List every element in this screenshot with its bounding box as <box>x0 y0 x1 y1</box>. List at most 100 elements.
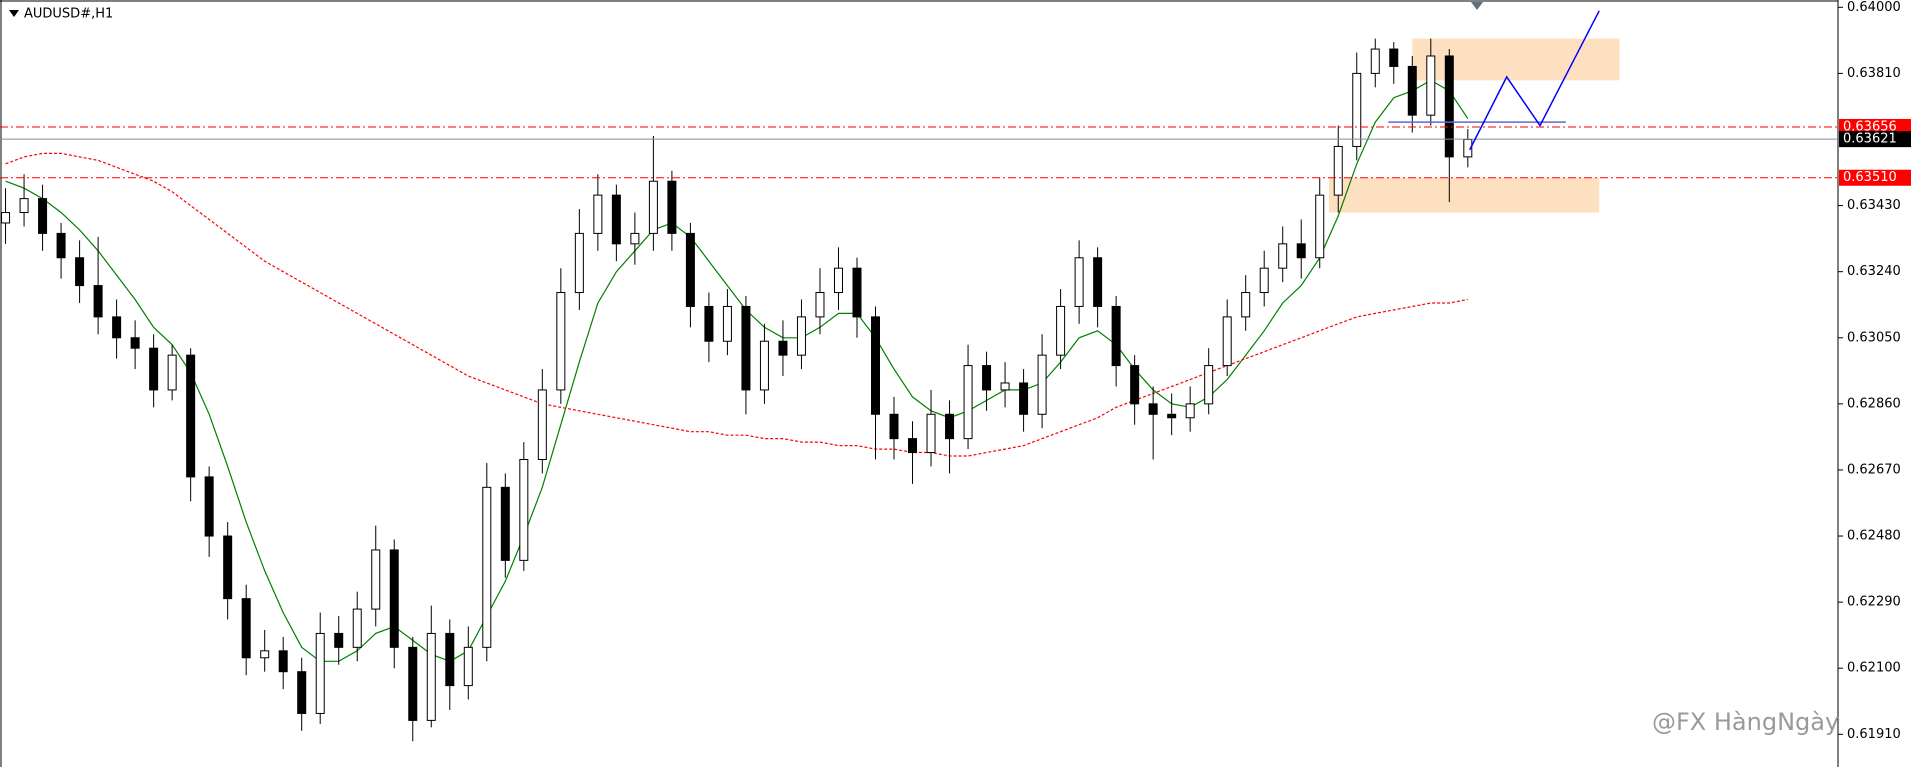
candle-body <box>445 632 455 687</box>
candle-body <box>1296 243 1306 259</box>
candle-body <box>352 608 362 648</box>
candle-body <box>223 535 233 600</box>
candle-body <box>833 267 843 294</box>
candle-body <box>1389 48 1399 67</box>
candle-body <box>297 671 307 714</box>
candle-body <box>1130 365 1140 405</box>
candle-body <box>19 198 29 214</box>
candle-body <box>75 257 85 287</box>
candle-body <box>963 365 973 440</box>
candle-body <box>315 632 325 714</box>
candle-body <box>1278 243 1288 269</box>
candle-body <box>1259 267 1269 294</box>
price-level-tag <box>1839 169 1911 186</box>
candle-body <box>648 180 658 234</box>
moving-average <box>5 79 1469 662</box>
price-level-label: 0.63656 <box>1843 119 1897 134</box>
candle-body <box>519 459 529 561</box>
candle-body <box>1056 305 1066 356</box>
y-tick-label: 0.61910 <box>1847 727 1901 742</box>
zone <box>1412 38 1620 81</box>
candle-body <box>1019 382 1029 415</box>
candle-body <box>408 646 418 721</box>
candle-body <box>278 650 288 673</box>
candle-body <box>1241 292 1251 318</box>
candle-body <box>1000 382 1010 391</box>
candle-body <box>556 292 566 391</box>
candle-body <box>537 389 547 461</box>
candle-body <box>593 194 603 234</box>
candle-body <box>1407 65 1417 116</box>
candle-body <box>722 305 732 342</box>
candle-body <box>741 305 751 391</box>
candle-body <box>1370 48 1380 74</box>
candle-body <box>1444 55 1454 158</box>
candle-body <box>56 232 66 259</box>
candle-body <box>38 198 48 234</box>
candle-body <box>1074 257 1084 307</box>
candle-body <box>1 212 11 224</box>
y-tick-label: 0.64000 <box>1847 0 1901 15</box>
candle-body <box>982 365 992 391</box>
trend-drawing <box>1469 10 1600 151</box>
y-tick-label: 0.62860 <box>1847 396 1901 411</box>
candle-body <box>426 632 436 721</box>
candle-body <box>130 337 140 349</box>
candle-body <box>149 347 159 391</box>
y-tick-label: 0.63050 <box>1847 330 1901 345</box>
candle-body <box>667 180 677 234</box>
price-level-label: 0.63510 <box>1843 170 1897 185</box>
candle-body <box>1315 194 1325 259</box>
y-tick-label: 0.62670 <box>1847 462 1901 477</box>
candle-body <box>112 316 122 339</box>
shift-marker <box>1471 2 1483 10</box>
plot-area: 0.64000 0.63810 0.63430 0.63240 0.63050 0.628… <box>0 0 1911 742</box>
price-level-label: 0.63621 <box>1843 132 1897 147</box>
candle-body <box>1111 305 1121 367</box>
candle-body <box>260 650 270 659</box>
candle-body <box>1093 257 1103 307</box>
candle-body <box>759 340 769 391</box>
candle-body <box>186 354 196 478</box>
candle-body <box>685 232 695 307</box>
chart-title: AUDUSD#,H1 <box>24 7 113 22</box>
candle-body <box>778 340 788 356</box>
candle-body <box>815 292 825 318</box>
symbol-menu-icon <box>9 10 19 17</box>
candle-body <box>1204 365 1214 405</box>
candle-body <box>1185 403 1195 419</box>
y-tick-label: 0.63430 <box>1847 198 1901 213</box>
watermark: @FX HàngNgày <box>1652 708 1839 736</box>
candle-body <box>1148 403 1158 415</box>
candle-body <box>1333 145 1343 196</box>
zone <box>1328 177 1600 213</box>
candle-body <box>167 354 177 391</box>
candle-body <box>852 267 862 318</box>
y-tick-label: 0.62100 <box>1847 661 1901 676</box>
price-level-tag <box>1839 131 1911 148</box>
y-tick-label: 0.62290 <box>1847 595 1901 610</box>
candle-body <box>500 486 510 561</box>
candle-body <box>889 413 899 440</box>
y-tick-label: 0.62480 <box>1847 529 1901 544</box>
candle-body <box>871 316 881 415</box>
candle-body <box>796 316 806 356</box>
candle-body <box>611 194 621 245</box>
y-tick-label: 0.63810 <box>1847 66 1901 81</box>
candle-body <box>926 413 936 454</box>
candle-body <box>945 413 955 440</box>
candle-body <box>704 305 714 342</box>
candle-body <box>93 285 103 318</box>
candle-body <box>389 549 399 648</box>
candle-body <box>630 232 640 245</box>
candle-body <box>482 486 492 648</box>
candle-body <box>908 438 918 454</box>
candle-body <box>241 598 251 659</box>
moving-average <box>5 152 1468 457</box>
candle-body <box>1426 55 1436 116</box>
price-level-tag <box>1839 118 1911 135</box>
candle-body <box>204 476 214 537</box>
candle-body <box>371 549 381 610</box>
